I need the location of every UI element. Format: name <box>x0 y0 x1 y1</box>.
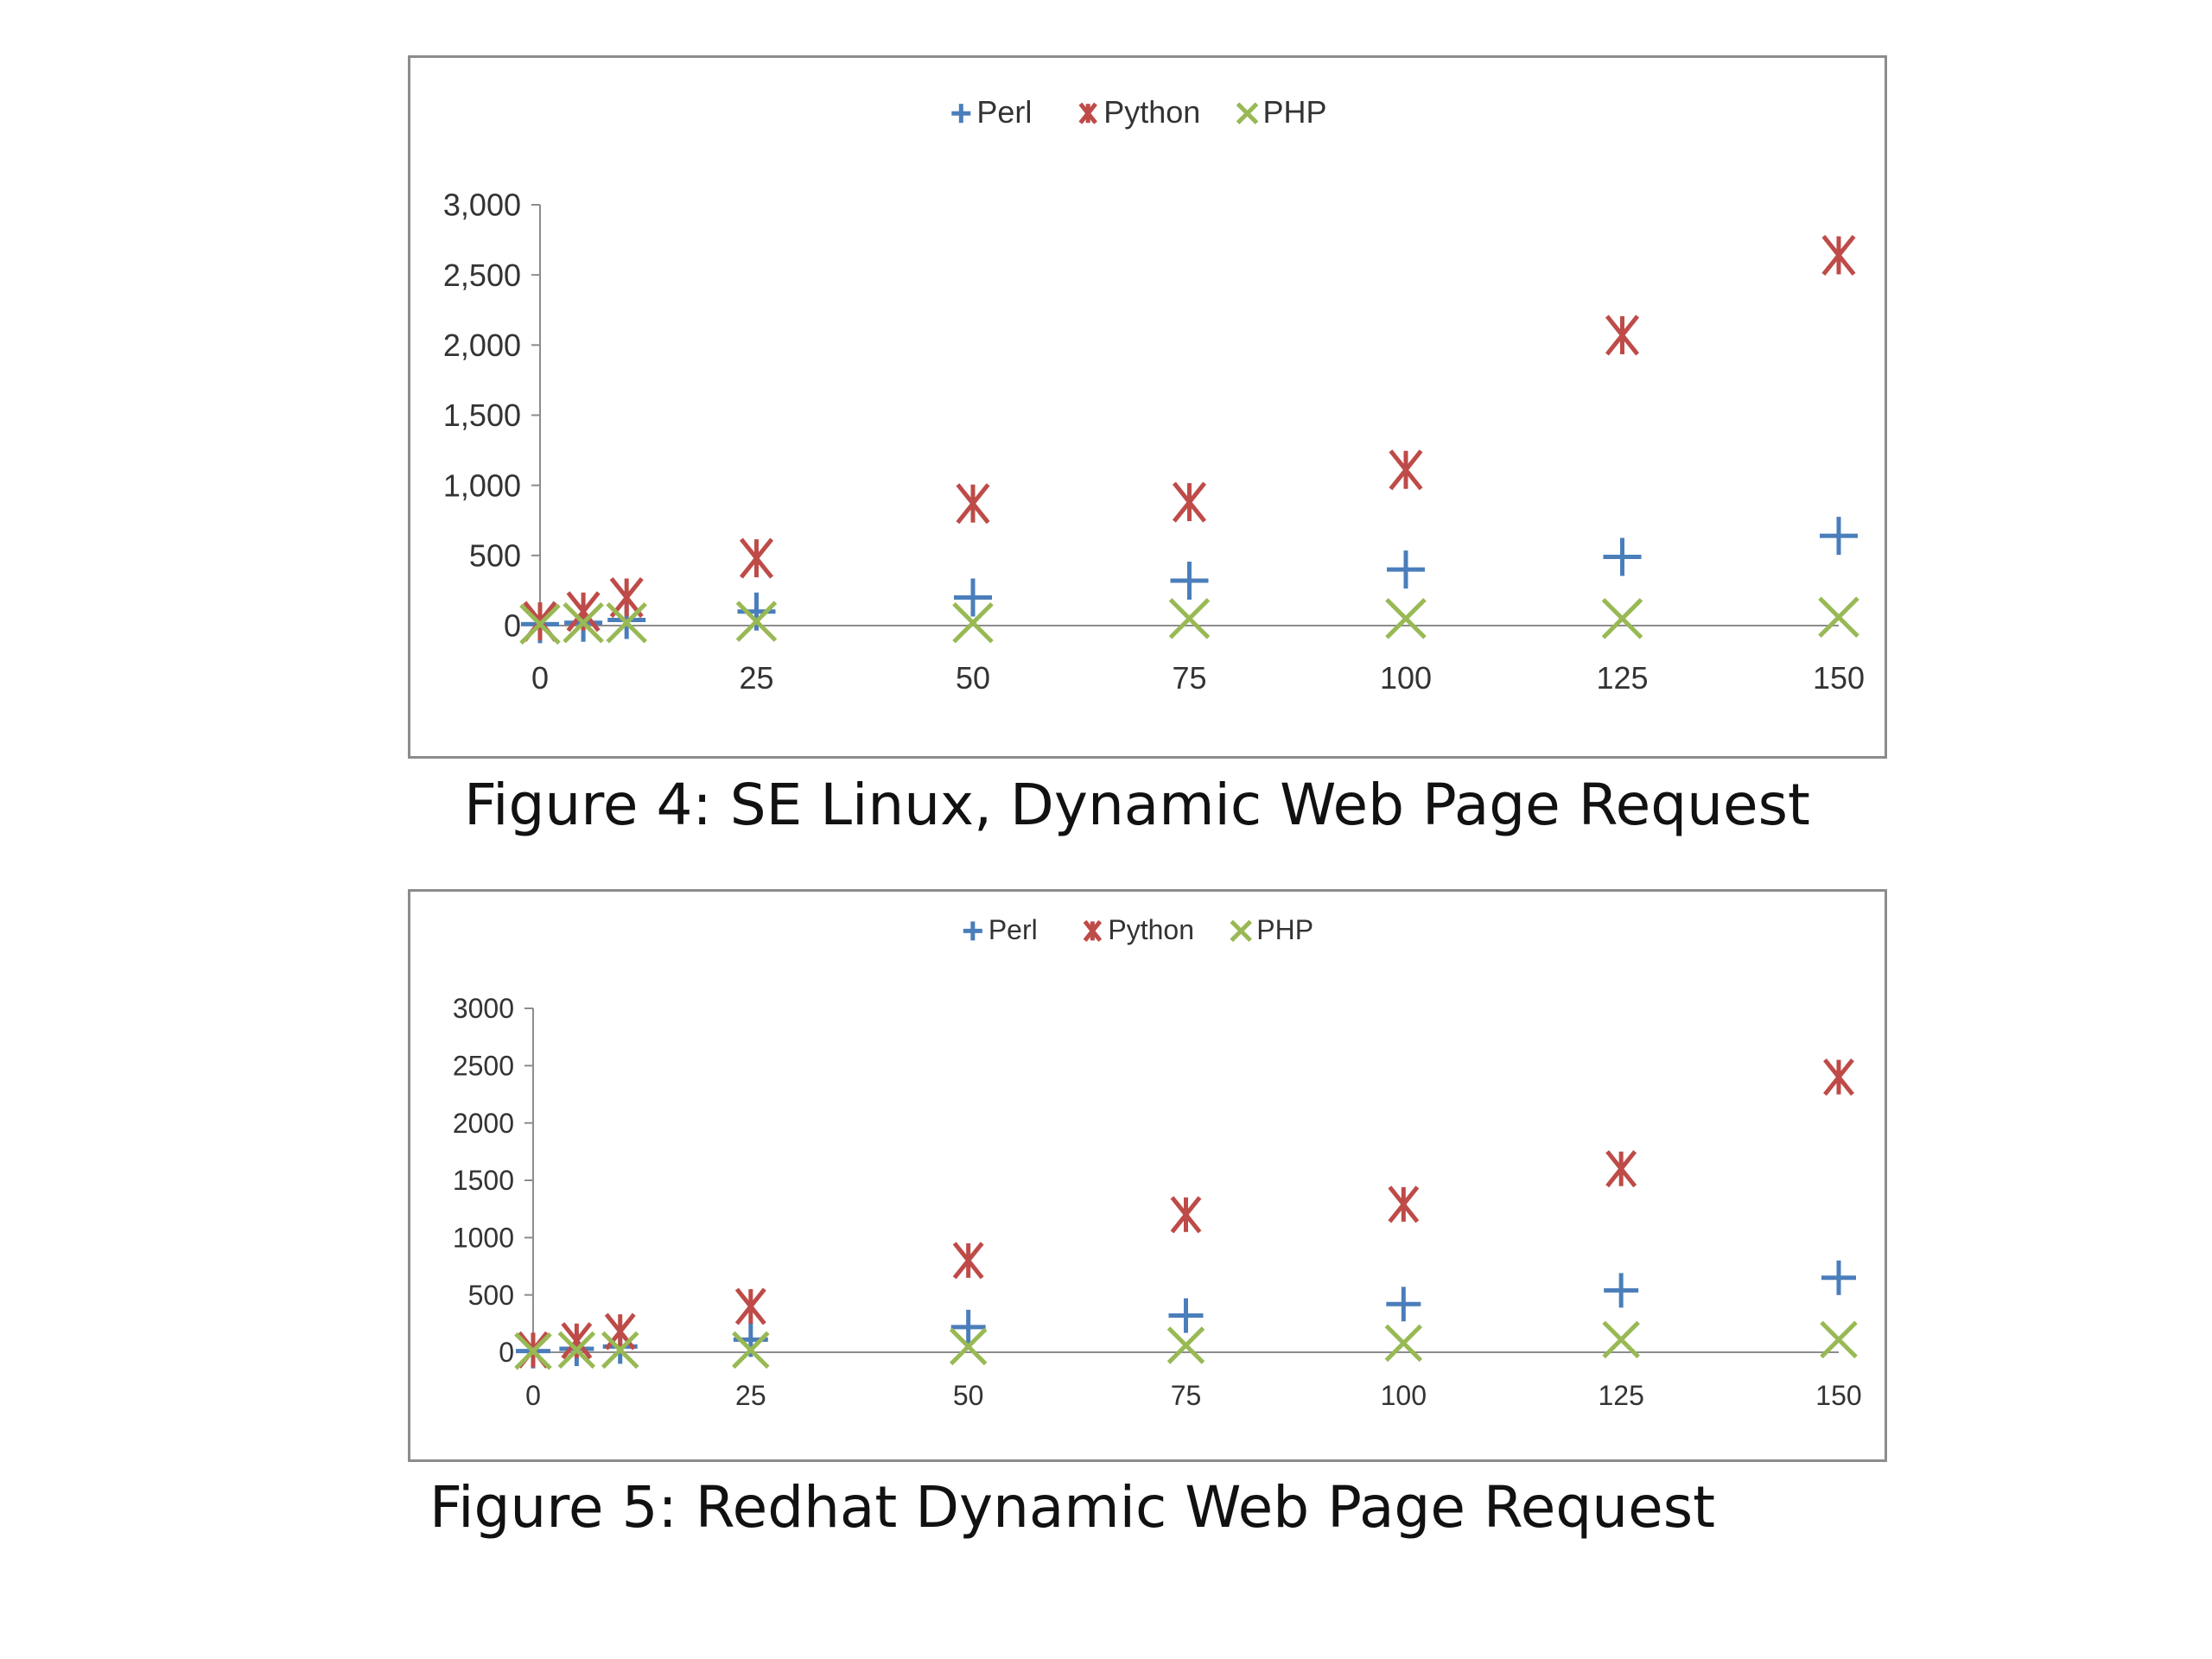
data-point-perl <box>1603 537 1642 576</box>
data-point-php <box>1168 598 1211 639</box>
data-point-python <box>1823 1058 1854 1096</box>
y-tick-label: 2500 <box>453 1051 514 1082</box>
data-point-php <box>557 1331 596 1370</box>
figure-5-caption: Figure 5: Redhat Dynamic Web Page Reques… <box>429 1474 1715 1541</box>
series-perl <box>521 517 1858 644</box>
y-tick-label: 2,500 <box>443 257 521 293</box>
data-point-php <box>949 1327 988 1366</box>
data-point-perl <box>950 1309 986 1344</box>
legend: Perl Python PHP <box>963 914 1313 945</box>
legend: Perl Python PHP <box>951 94 1327 130</box>
x-tick-label: 50 <box>956 660 990 696</box>
legend-item-perl: Perl <box>951 94 1032 130</box>
data-point-php <box>1384 1324 1423 1363</box>
x-tick-label: 50 <box>953 1380 984 1411</box>
data-point-php <box>735 601 778 642</box>
data-point-php <box>1166 1326 1205 1364</box>
data-point-perl <box>1168 1298 1204 1333</box>
legend-marker-perl <box>963 921 982 941</box>
data-point-perl <box>1386 1287 1421 1322</box>
x-tick-label: 100 <box>1380 660 1432 696</box>
data-point-python <box>1605 315 1640 356</box>
legend-item-python: Python <box>1078 94 1200 130</box>
data-point-perl <box>1821 1260 1856 1295</box>
y-tick-label: 500 <box>468 1280 514 1311</box>
data-point-python <box>1170 1196 1202 1234</box>
data-point-perl <box>1387 550 1425 589</box>
data-point-perl <box>1170 562 1209 601</box>
figure-4-scatter-chart: Perl Python PHP05001,0001,5002,0002,5003,0… <box>443 94 1865 696</box>
legend-marker-python <box>1083 919 1103 942</box>
data-point-python <box>1605 1150 1637 1188</box>
y-tick-label: 2,000 <box>443 327 521 363</box>
y-tick-label: 3,000 <box>443 188 521 223</box>
legend-label-python: Python <box>1103 94 1200 130</box>
data-point-php <box>606 601 647 644</box>
legend-item-python: Python <box>1083 914 1194 945</box>
data-point-php <box>1601 598 1643 639</box>
data-point-python <box>734 1287 766 1325</box>
data-point-python <box>1388 1185 1420 1224</box>
figure-4-chart-frame: Perl Python PHP 0 500 1,000 1,500 2,000 2,500 3,0… <box>408 55 1887 759</box>
data-point-python <box>1172 481 1207 523</box>
series-python <box>518 1058 1854 1369</box>
data-point-php <box>1818 596 1859 639</box>
y-tick-label: 0 <box>504 608 521 644</box>
data-point-php <box>732 1331 770 1370</box>
data-point-php <box>563 601 604 644</box>
data-point-python <box>956 483 990 524</box>
series-php <box>514 1320 1858 1370</box>
x-tick-label: 75 <box>1171 1380 1202 1411</box>
y-tick-label: 1000 <box>453 1223 514 1254</box>
y-tick-label: 500 <box>469 537 521 573</box>
data-point-php <box>952 601 994 644</box>
legend-label-perl: Perl <box>976 94 1032 130</box>
data-point-php <box>519 603 561 645</box>
data-point-python <box>1821 234 1856 276</box>
x-tick-label: 150 <box>1815 1380 1861 1411</box>
figure-5-chart-frame: Perl Python PHP 0 500 1000 1500 2000 2500 3000 0 25… <box>408 889 1887 1462</box>
data-point-perl <box>954 578 992 617</box>
legend-label-php: PHP <box>1256 914 1313 945</box>
data-point-php <box>1820 1320 1858 1359</box>
y-tick-label: 1,000 <box>443 467 521 503</box>
figure-4-caption: Figure 4: SE Linux, Dynamic Web Page Req… <box>464 772 1810 838</box>
data-point-perl <box>1604 1273 1639 1308</box>
series-php <box>519 596 1859 645</box>
legend-label-php: PHP <box>1263 94 1327 130</box>
legend-marker-python <box>1078 102 1097 124</box>
legend-marker-php <box>1236 102 1259 124</box>
legend-item-perl: Perl <box>963 914 1038 945</box>
y-tick-label: 1,500 <box>443 397 521 433</box>
x-tick-label: 25 <box>735 1380 766 1411</box>
data-point-python <box>952 1242 984 1280</box>
legend-marker-php <box>1230 919 1253 943</box>
legend-item-php: PHP <box>1230 914 1313 945</box>
data-point-python <box>739 537 774 579</box>
legend-label-python: Python <box>1108 914 1194 945</box>
figure-5-scatter-chart: Perl Python PHP 0 500 1000 1500 2000 2500 3000 0 25… <box>453 914 1862 1411</box>
x-tick-label: 125 <box>1598 1380 1643 1411</box>
x-tick-label: 0 <box>531 660 549 696</box>
x-tick-label: 25 <box>739 660 773 696</box>
data-point-python <box>1389 449 1423 491</box>
y-tick-label: 1500 <box>453 1165 514 1196</box>
x-tick-label: 0 <box>525 1380 541 1411</box>
legend-item-php: PHP <box>1236 94 1327 130</box>
y-tick-label: 2000 <box>453 1108 514 1139</box>
legend-label-perl: Perl <box>988 914 1038 945</box>
data-point-php <box>1385 598 1427 639</box>
data-point-php <box>601 1331 639 1370</box>
y-tick-label: 3000 <box>453 993 514 1024</box>
x-tick-label: 150 <box>1813 660 1865 696</box>
legend-marker-perl <box>951 104 971 124</box>
data-point-php <box>1602 1320 1640 1359</box>
data-point-php <box>514 1332 552 1370</box>
x-tick-label: 125 <box>1596 660 1648 696</box>
y-tick-label: 0 <box>499 1337 514 1368</box>
x-tick-label: 75 <box>1172 660 1206 696</box>
data-point-perl <box>1820 517 1858 556</box>
data-point-python <box>604 1313 636 1351</box>
x-tick-label: 100 <box>1381 1380 1427 1411</box>
